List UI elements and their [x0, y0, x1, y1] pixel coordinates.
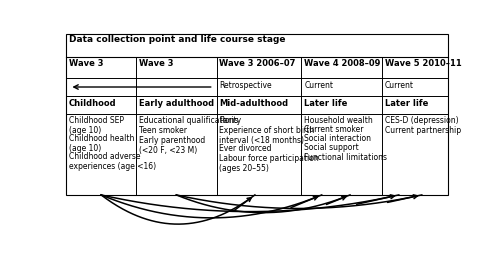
Text: Current: Current	[304, 81, 333, 90]
Text: Wave 3: Wave 3	[138, 59, 173, 68]
Text: Ever divorced: Ever divorced	[220, 144, 272, 153]
Text: Early adulthood: Early adulthood	[138, 99, 214, 108]
Text: Childhood SEP
(age 10): Childhood SEP (age 10)	[69, 116, 124, 135]
Text: Childhood adverse
experiences (age <16): Childhood adverse experiences (age <16)	[69, 152, 156, 171]
Text: Parity: Parity	[220, 116, 242, 125]
Text: Early parenthood
(<20 F, <23 M): Early parenthood (<20 F, <23 M)	[138, 136, 205, 155]
Text: Social support: Social support	[304, 143, 359, 152]
Text: Childhood: Childhood	[69, 99, 116, 108]
Text: Current partnership: Current partnership	[385, 126, 461, 135]
Text: Social interaction: Social interaction	[304, 134, 371, 143]
Text: Mid-adulthood: Mid-adulthood	[220, 99, 288, 108]
Text: Current: Current	[385, 81, 414, 90]
Bar	[66, 34, 448, 195]
Text: CES-D (depression): CES-D (depression)	[385, 116, 458, 125]
Text: Labour force participation
(ages 20–55): Labour force participation (ages 20–55)	[220, 154, 319, 173]
Text: Retrospective: Retrospective	[220, 81, 272, 90]
Text: Functional limitations: Functional limitations	[304, 153, 387, 162]
Text: Current smoker: Current smoker	[304, 125, 364, 134]
Text: Later life: Later life	[304, 99, 348, 108]
Text: Household wealth: Household wealth	[304, 116, 373, 125]
Text: Childhood health
(age 10): Childhood health (age 10)	[69, 134, 134, 153]
Text: Wave 3: Wave 3	[69, 59, 103, 68]
Text: Teen smoker: Teen smoker	[138, 126, 186, 135]
Text: Wave 4 2008–09: Wave 4 2008–09	[304, 59, 380, 68]
Text: Data collection point and life course stage: Data collection point and life course st…	[70, 35, 286, 44]
Text: Experience of short birth
interval (<18 months): Experience of short birth interval (<18 …	[220, 126, 314, 145]
Text: Wave 5 2010–11: Wave 5 2010–11	[385, 59, 462, 68]
Text: Wave 3 2006–07: Wave 3 2006–07	[220, 59, 296, 68]
Text: Later life: Later life	[385, 99, 428, 108]
Text: Educational qualifications: Educational qualifications	[138, 116, 238, 125]
